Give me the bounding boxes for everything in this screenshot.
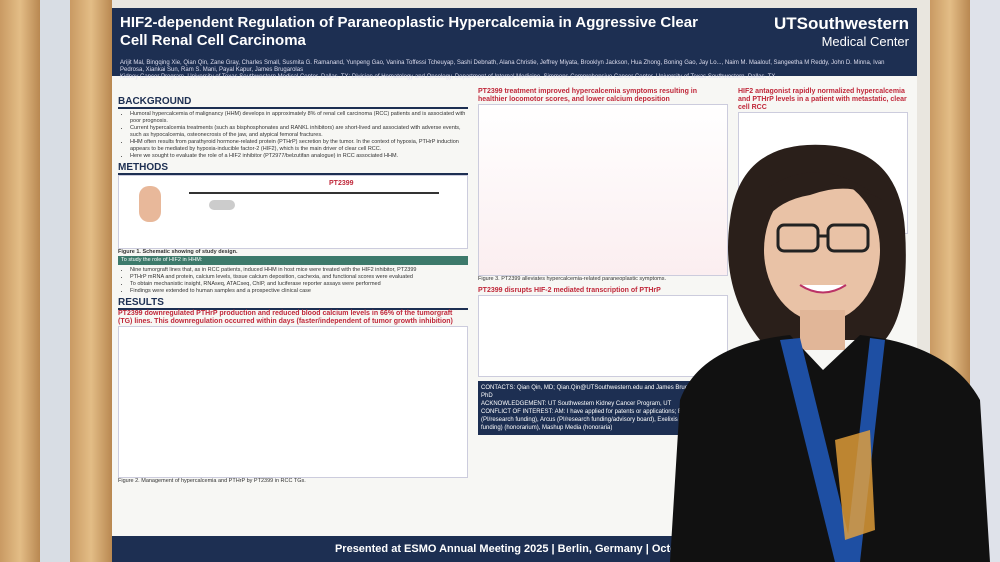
bullet: Here we sought to evaluate the role of a… xyxy=(130,153,468,160)
bullet: Findings were extended to human samples … xyxy=(130,288,468,295)
bullet: Current hypercalcemia treatments (such a… xyxy=(130,125,468,139)
bullet-list: Nine tumorgraft lines that, as in RCC pa… xyxy=(118,267,468,295)
face xyxy=(764,178,880,322)
bullet: PTHrP mRNA and protein, calcium levels, … xyxy=(130,274,468,281)
bullet: Nine tumorgraft lines that, as in RCC pa… xyxy=(130,267,468,274)
section-heading: RESULTS xyxy=(118,297,468,310)
person xyxy=(670,144,990,562)
middle-column: PT2399 treatment improved hypercalcemia … xyxy=(478,88,728,435)
glasses xyxy=(776,223,820,253)
schematic: PT2399 xyxy=(118,175,468,249)
timeline xyxy=(189,192,439,194)
section-heading: BACKGROUND xyxy=(118,96,468,109)
figure-2 xyxy=(118,326,468,478)
scarf xyxy=(835,430,875,540)
bullet: To obtain mechanistic insight, RNAseq, A… xyxy=(130,281,468,288)
frame-left xyxy=(0,0,40,562)
neck xyxy=(800,310,845,350)
poster-title: HIF2-dependent Regulation of Paraneoplas… xyxy=(120,14,698,49)
authors: Arijit Mal, Bingqing Xie, Qian Qin, Zane… xyxy=(120,60,910,81)
neighbor-poster xyxy=(40,0,70,562)
panel-heading: PT2399 disrupts HIF-2 mediated transcrip… xyxy=(478,287,661,294)
logo-sub: Medical Center xyxy=(821,34,909,49)
section-heading: METHODS xyxy=(118,162,468,175)
poster-header: HIF2-dependent Regulation of Paraneoplas… xyxy=(112,8,917,80)
acknowledgement: ACKNOWLEDGEMENT: UT Southwestern Kidney … xyxy=(481,401,672,407)
author-list: Arijit Mal, Bingqing Xie, Qian Qin, Zane… xyxy=(120,60,885,73)
patient-icon xyxy=(139,186,161,222)
panel-heading: PT2399 treatment improved hypercalcemia … xyxy=(478,88,698,103)
drug-label: PT2399 xyxy=(329,180,354,187)
smile xyxy=(799,284,847,294)
figure-caption: Figure 1. Schematic showing of study des… xyxy=(118,249,238,255)
bullet: HHM often results from parathyroid hormo… xyxy=(130,139,468,153)
aim: To study the role of HIF2 in HHM: xyxy=(118,256,468,265)
glasses xyxy=(826,223,870,253)
mouse-icon xyxy=(209,200,235,210)
affiliation: Kidney Cancer Program, University of Tex… xyxy=(120,74,776,80)
logo-name: UTSouthwestern xyxy=(773,14,909,33)
figure-caption: Figure 2. Management of hypercalcemia an… xyxy=(118,478,306,484)
left-column: BACKGROUND Humoral hypercalcemia of mali… xyxy=(118,96,468,485)
bullet: Humoral hypercalcemia of malignancy (HHM… xyxy=(130,111,468,125)
bangs xyxy=(765,172,882,220)
logo: UTSouthwestern Medical Center xyxy=(774,14,909,49)
bullet-list: Humoral hypercalcemia of malignancy (HHM… xyxy=(118,111,468,160)
conflict: CONFLICT OF INTEREST: AM: I have applied… xyxy=(481,409,713,431)
figure-4 xyxy=(478,295,728,377)
figure-caption: Figure 3. PT2399 alleviates hypercalcemi… xyxy=(478,276,667,282)
blazer xyxy=(670,335,990,562)
results-headline: PT2399 downregulated PTHrP production an… xyxy=(118,310,453,325)
contacts: CONTACTS: Qian Qin, MD; Qian.Qin@UTSouth… xyxy=(481,385,719,399)
figure-3 xyxy=(478,104,728,276)
frame-post xyxy=(70,0,112,562)
panel-heading: HIF2 antagonist rapidly normalized hyper… xyxy=(738,88,907,111)
